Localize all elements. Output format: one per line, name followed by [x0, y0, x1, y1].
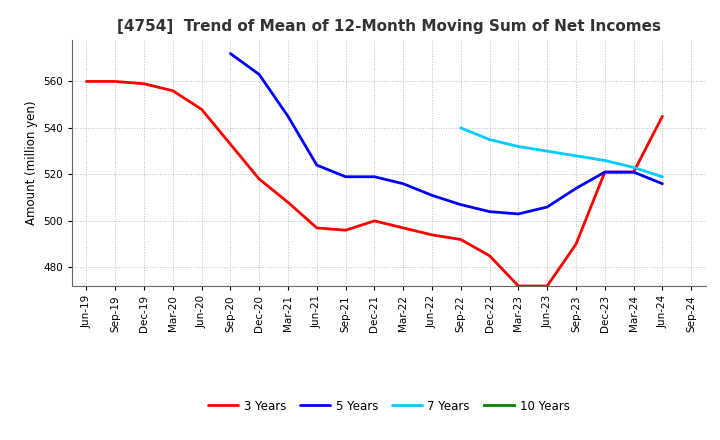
7 Years — [485, 137, 494, 142]
Legend: 3 Years, 5 Years, 7 Years, 10 Years: 3 Years, 5 Years, 7 Years, 10 Years — [204, 396, 574, 418]
Line: 3 Years: 3 Years — [86, 81, 662, 286]
3 Years — [168, 88, 177, 93]
3 Years — [572, 242, 580, 247]
3 Years — [514, 283, 523, 289]
3 Years — [485, 253, 494, 258]
7 Years — [572, 153, 580, 158]
5 Years — [600, 169, 609, 175]
5 Years — [370, 174, 379, 180]
5 Years — [629, 169, 638, 175]
3 Years — [255, 176, 264, 182]
3 Years — [456, 237, 465, 242]
3 Years — [629, 169, 638, 175]
Line: 7 Years: 7 Years — [461, 128, 662, 177]
5 Years — [312, 162, 321, 168]
3 Years — [658, 114, 667, 119]
5 Years — [514, 211, 523, 216]
3 Years — [543, 283, 552, 289]
5 Years — [341, 174, 350, 180]
3 Years — [82, 79, 91, 84]
7 Years — [456, 125, 465, 131]
3 Years — [341, 227, 350, 233]
5 Years — [284, 114, 292, 119]
5 Years — [226, 51, 235, 56]
Title: [4754]  Trend of Mean of 12-Month Moving Sum of Net Incomes: [4754] Trend of Mean of 12-Month Moving … — [117, 19, 661, 34]
5 Years — [399, 181, 408, 187]
Y-axis label: Amount (million yen): Amount (million yen) — [24, 101, 37, 225]
7 Years — [658, 174, 667, 180]
5 Years — [543, 204, 552, 209]
5 Years — [572, 186, 580, 191]
3 Years — [284, 200, 292, 205]
7 Years — [629, 165, 638, 170]
3 Years — [111, 79, 120, 84]
5 Years — [658, 181, 667, 187]
3 Years — [600, 169, 609, 175]
3 Years — [399, 225, 408, 231]
3 Years — [226, 142, 235, 147]
5 Years — [428, 193, 436, 198]
3 Years — [197, 106, 206, 112]
5 Years — [485, 209, 494, 214]
5 Years — [456, 202, 465, 207]
7 Years — [543, 149, 552, 154]
7 Years — [600, 158, 609, 163]
5 Years — [255, 72, 264, 77]
3 Years — [370, 218, 379, 224]
3 Years — [428, 232, 436, 238]
3 Years — [312, 225, 321, 231]
3 Years — [140, 81, 148, 86]
7 Years — [514, 144, 523, 149]
Line: 5 Years: 5 Years — [230, 54, 662, 214]
